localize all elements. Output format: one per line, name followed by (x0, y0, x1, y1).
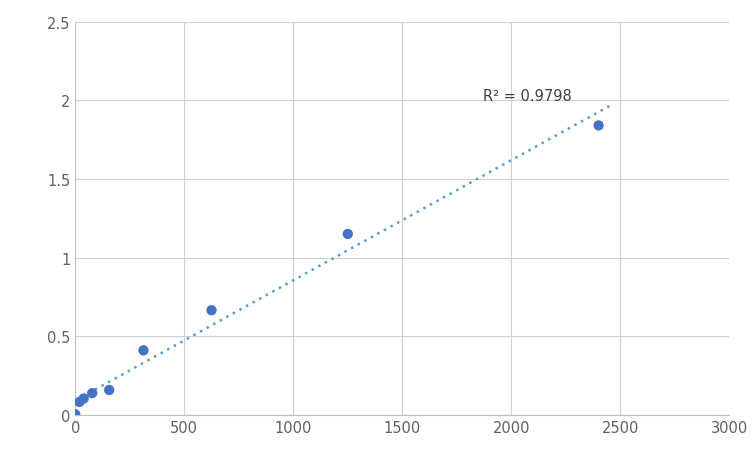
Point (341, 231, 353, 238)
Point (593, 123, 605, 130)
Point (205, 307, 217, 314)
Point (74, 398, 86, 405)
Point (86, 390, 99, 397)
Point (77, 395, 89, 402)
Point (103, 387, 115, 394)
Point (138, 347, 150, 354)
Text: R² = 0.9798: R² = 0.9798 (483, 89, 572, 104)
Point (69, 411, 81, 418)
